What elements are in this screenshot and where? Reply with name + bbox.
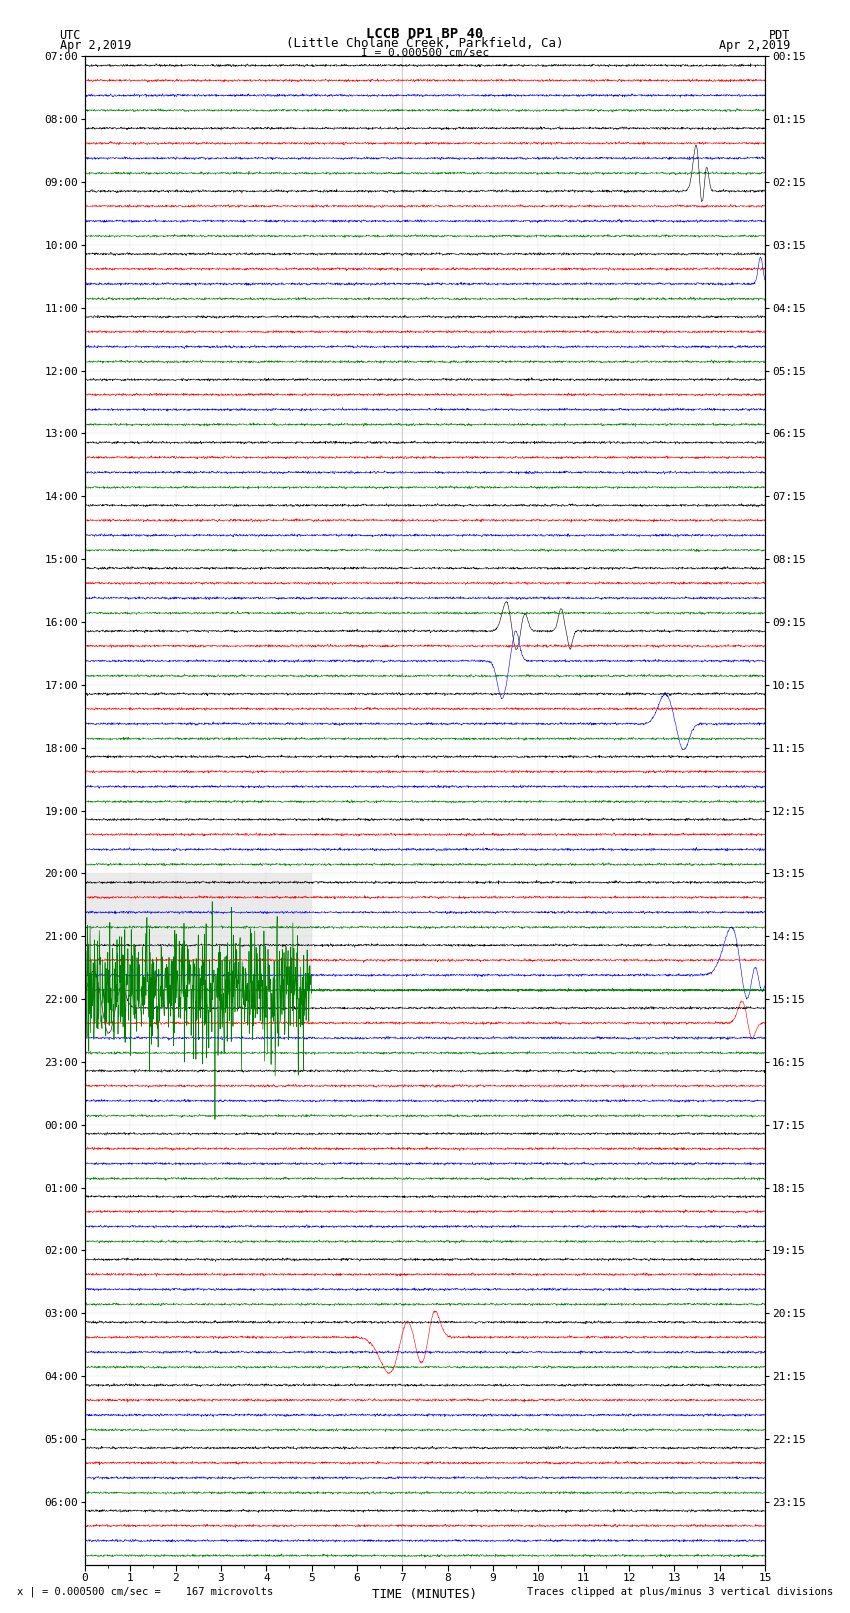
Text: Apr 2,2019: Apr 2,2019 bbox=[60, 39, 131, 52]
Text: (Little Cholane Creek, Parkfield, Ca): (Little Cholane Creek, Parkfield, Ca) bbox=[286, 37, 564, 50]
Text: Apr 2,2019: Apr 2,2019 bbox=[719, 39, 791, 52]
X-axis label: TIME (MINUTES): TIME (MINUTES) bbox=[372, 1589, 478, 1602]
Text: PDT: PDT bbox=[769, 29, 790, 42]
Text: x | = 0.000500 cm/sec =    167 microvolts: x | = 0.000500 cm/sec = 167 microvolts bbox=[17, 1586, 273, 1597]
Text: Traces clipped at plus/minus 3 vertical divisions: Traces clipped at plus/minus 3 vertical … bbox=[527, 1587, 833, 1597]
Text: I = 0.000500 cm/sec: I = 0.000500 cm/sec bbox=[361, 48, 489, 58]
Bar bbox=[85, 873, 312, 998]
Text: LCCB DP1 BP 40: LCCB DP1 BP 40 bbox=[366, 27, 484, 42]
Text: UTC: UTC bbox=[60, 29, 81, 42]
